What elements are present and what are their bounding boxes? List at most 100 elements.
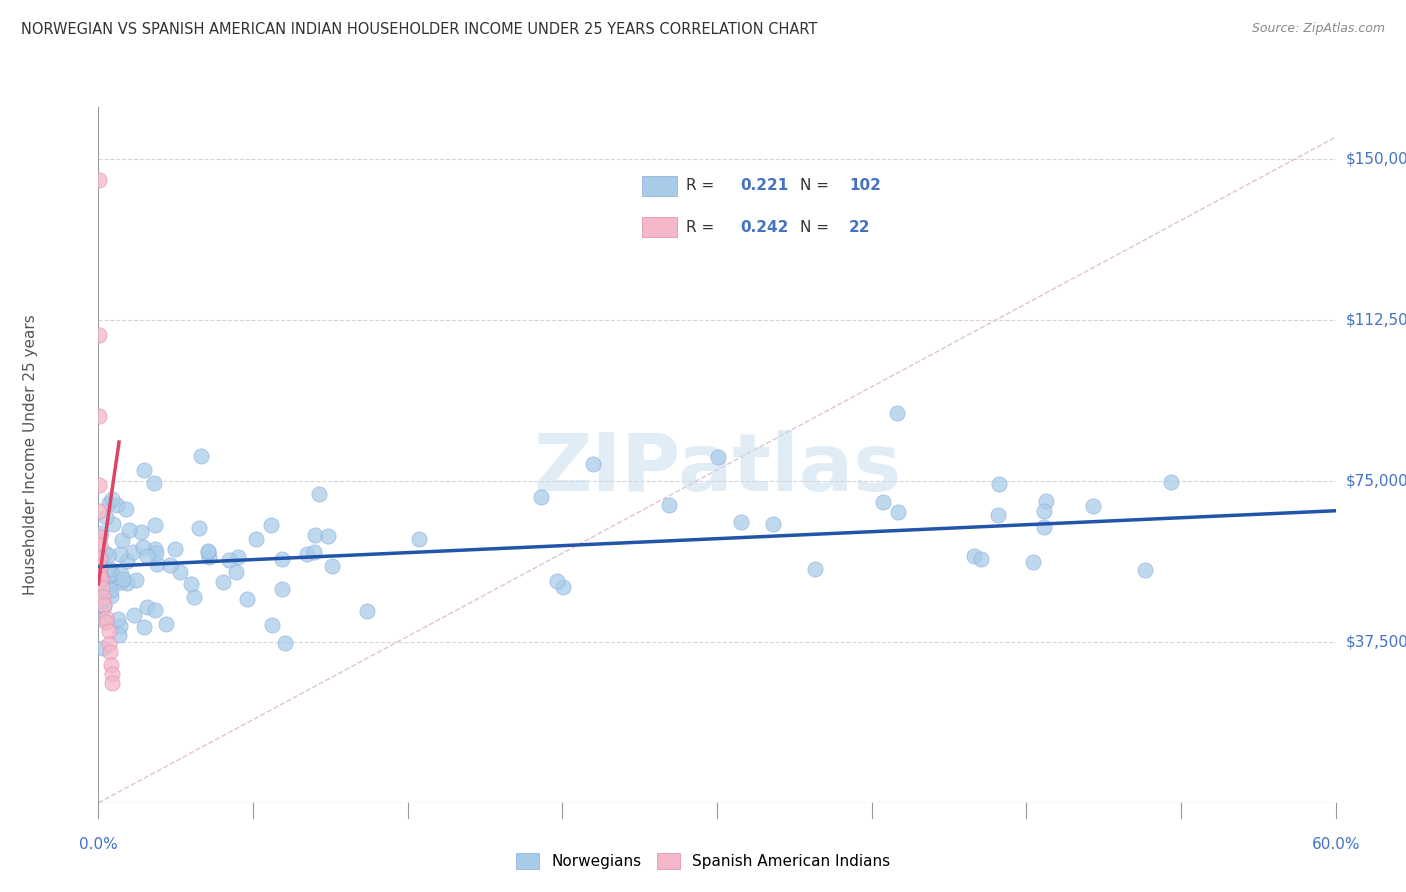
Point	[132, 540, 155, 554]
Point	[122, 545, 145, 559]
Text: 0.0%: 0.0%	[79, 838, 118, 852]
Point	[89, 559, 111, 574]
Point	[87, 173, 110, 187]
Point	[169, 566, 191, 580]
Point	[211, 575, 233, 590]
Text: $37,500: $37,500	[1346, 634, 1406, 649]
Point	[308, 487, 330, 501]
Point	[987, 508, 1010, 523]
Point	[762, 516, 785, 531]
Point	[155, 616, 177, 631]
Point	[143, 602, 166, 616]
Point	[101, 675, 124, 690]
Text: $112,500: $112,500	[1346, 312, 1406, 327]
Text: 22: 22	[849, 219, 870, 235]
Point	[89, 409, 111, 424]
Point	[96, 611, 118, 625]
Text: 60.0%: 60.0%	[1312, 838, 1360, 852]
Point	[90, 593, 112, 607]
Point	[271, 582, 294, 596]
Point	[101, 492, 124, 507]
Text: R =: R =	[686, 219, 718, 235]
Point	[658, 498, 681, 512]
Point	[117, 554, 139, 568]
Point	[103, 517, 125, 532]
Text: N =: N =	[800, 219, 834, 235]
Point	[180, 577, 202, 591]
Point	[111, 572, 134, 586]
Point	[887, 505, 910, 519]
Point	[218, 553, 240, 567]
Point	[91, 590, 114, 604]
Point	[108, 548, 131, 562]
Point	[89, 551, 111, 566]
Point	[260, 618, 283, 632]
Point	[90, 552, 112, 566]
Point	[115, 576, 138, 591]
Point	[546, 574, 568, 588]
Text: $150,000: $150,000	[1346, 151, 1406, 166]
Point	[1081, 499, 1104, 513]
Point	[89, 568, 111, 582]
Point	[271, 552, 294, 566]
Point	[132, 463, 155, 477]
Point	[87, 327, 110, 342]
Point	[316, 529, 339, 543]
Text: Householder Income Under 25 years: Householder Income Under 25 years	[22, 315, 38, 595]
Point	[90, 581, 112, 595]
Point	[98, 645, 121, 659]
Point	[1022, 555, 1045, 569]
Point	[159, 558, 181, 572]
Point	[91, 612, 114, 626]
Point	[100, 583, 122, 598]
Text: Source: ZipAtlas.com: Source: ZipAtlas.com	[1251, 22, 1385, 36]
Point	[89, 582, 111, 597]
Point	[98, 562, 121, 576]
Point	[142, 476, 165, 491]
Text: 0.221: 0.221	[740, 178, 789, 193]
Text: 0.242: 0.242	[740, 219, 789, 235]
Point	[295, 548, 318, 562]
Point	[110, 533, 132, 548]
Point	[226, 550, 249, 565]
Point	[730, 516, 752, 530]
Point	[225, 565, 247, 579]
Point	[97, 569, 120, 583]
Point	[187, 521, 209, 535]
Point	[963, 549, 986, 563]
Point	[198, 550, 221, 565]
Point	[110, 575, 132, 590]
Legend: Norwegians, Spanish American Indians: Norwegians, Spanish American Indians	[510, 847, 896, 875]
Text: R =: R =	[686, 178, 718, 193]
Point	[706, 450, 728, 464]
Point	[190, 449, 212, 463]
Point	[135, 549, 157, 564]
Point	[108, 619, 131, 633]
Point	[108, 628, 131, 642]
Point	[260, 517, 283, 532]
Point	[143, 541, 166, 556]
Point	[107, 611, 129, 625]
Point	[97, 624, 120, 638]
Point	[553, 580, 575, 594]
Point	[97, 582, 120, 596]
Point	[146, 557, 169, 571]
Point	[89, 538, 111, 552]
Point	[987, 477, 1010, 491]
Point	[96, 510, 118, 524]
Point	[1160, 475, 1182, 489]
Point	[100, 573, 122, 587]
Point	[105, 499, 128, 513]
Point	[408, 532, 430, 546]
Point	[197, 544, 219, 558]
Point	[89, 478, 111, 492]
Point	[1033, 503, 1056, 517]
Point	[970, 551, 993, 566]
Point	[96, 615, 118, 630]
Point	[1133, 563, 1156, 577]
Point	[163, 541, 186, 556]
Text: N =: N =	[800, 178, 834, 193]
Point	[321, 559, 343, 574]
Point	[91, 641, 114, 656]
Bar	[643, 218, 678, 237]
